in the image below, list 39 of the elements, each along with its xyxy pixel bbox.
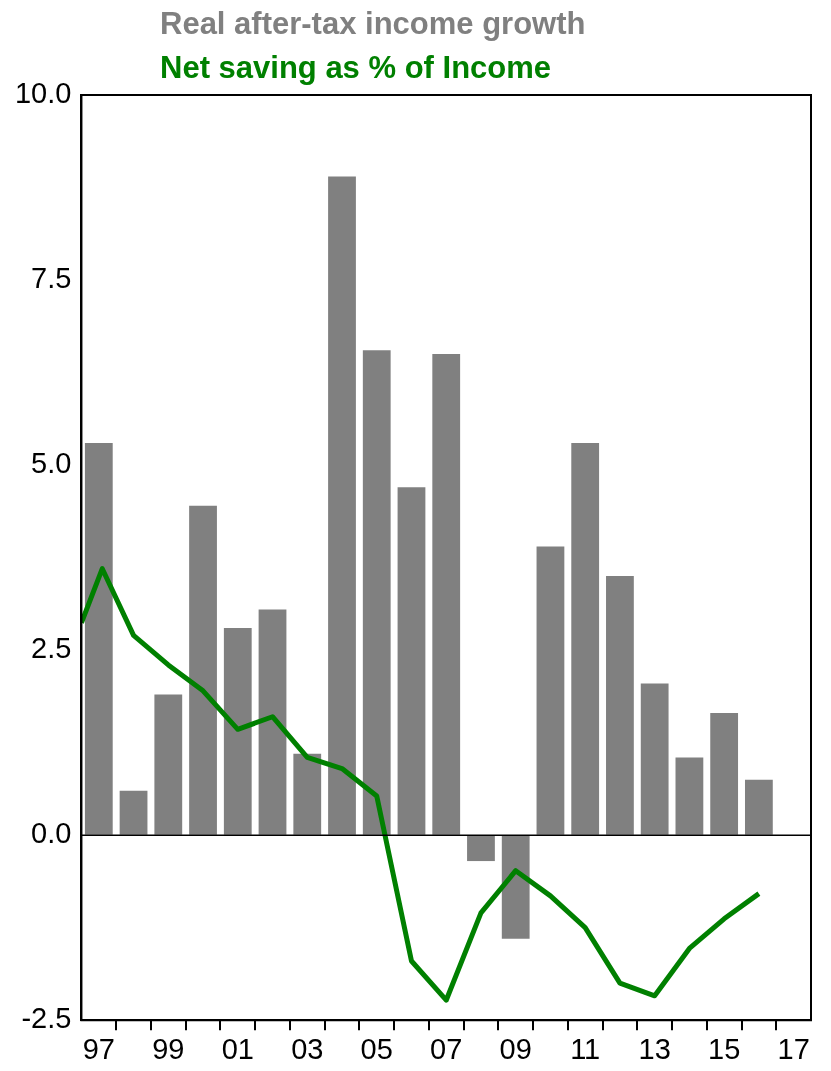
bar	[467, 835, 495, 862]
bar	[223, 627, 252, 835]
y-tick-label: 10.0	[14, 77, 72, 109]
x-tick-label: 09	[499, 1032, 532, 1065]
bar	[501, 835, 530, 939]
bar	[84, 442, 113, 835]
y-tick-label: -2.5	[21, 1002, 72, 1035]
y-tick-label: 2.5	[31, 632, 72, 665]
bar	[189, 505, 217, 835]
bar	[571, 442, 600, 835]
bar	[328, 176, 356, 835]
x-tick-label: 05	[360, 1032, 393, 1065]
y-tick-label: 0.0	[31, 817, 72, 850]
bar	[640, 683, 669, 835]
x-tick-label: 13	[638, 1032, 671, 1065]
bar	[119, 790, 148, 835]
x-tick-label: 15	[708, 1032, 741, 1065]
bar	[536, 546, 565, 835]
bar	[744, 779, 773, 835]
x-tick-label: 99	[152, 1032, 185, 1065]
bar	[362, 350, 391, 835]
text: Net saving as % of Income	[160, 49, 553, 87]
bar	[397, 487, 426, 835]
x-tick-label: 07	[430, 1032, 463, 1065]
x-tick-label: 11	[570, 1032, 601, 1065]
bar	[154, 694, 183, 835]
y-tick-label: 7.5	[31, 262, 72, 295]
bar	[606, 576, 634, 835]
bar	[675, 757, 704, 835]
x-tick-label: 17	[777, 1032, 810, 1065]
bar	[293, 753, 322, 835]
x-tick-label: 97	[82, 1032, 115, 1065]
text: Real after-tax income growth	[160, 5, 586, 43]
bar	[258, 609, 287, 835]
x-tick-label: 03	[291, 1032, 324, 1065]
y-tick-label: 5.0	[31, 447, 72, 480]
bar	[710, 713, 739, 835]
x-tick-label: 01	[221, 1032, 254, 1065]
bar	[432, 354, 461, 835]
